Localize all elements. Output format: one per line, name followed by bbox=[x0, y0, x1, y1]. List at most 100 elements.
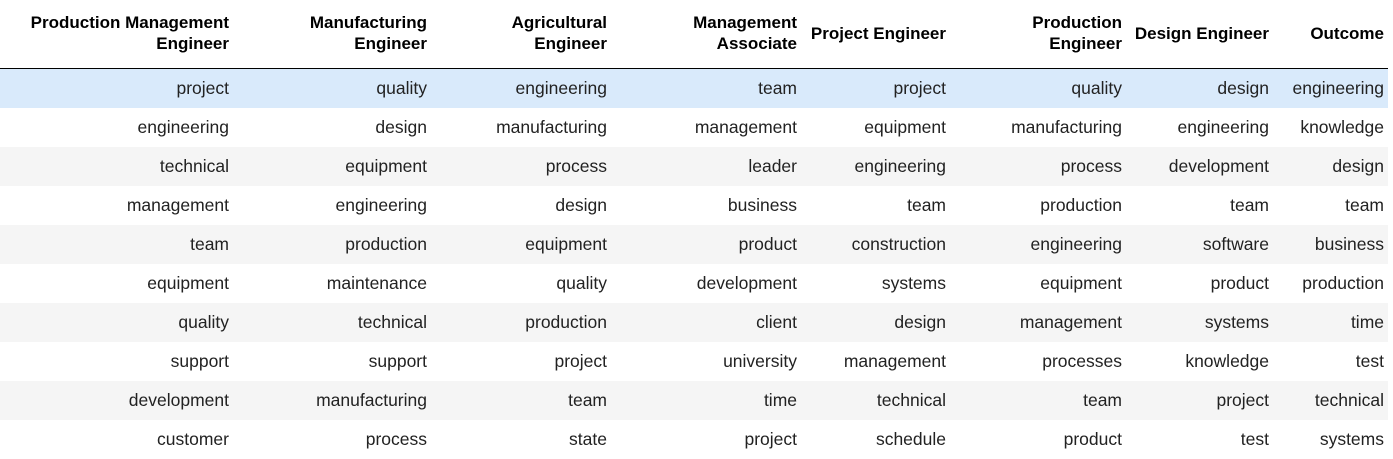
table-cell: process bbox=[954, 147, 1130, 186]
table-cell: time bbox=[1277, 303, 1388, 342]
table-cell: quality bbox=[0, 303, 237, 342]
table-cell: project bbox=[1130, 381, 1277, 420]
table-cell: equipment bbox=[237, 147, 435, 186]
table-cell: management bbox=[805, 342, 954, 381]
table-cell: university bbox=[615, 342, 805, 381]
table-cell: support bbox=[0, 342, 237, 381]
table-cell: project bbox=[615, 420, 805, 459]
table-cell: business bbox=[615, 186, 805, 225]
table-cell: equipment bbox=[435, 225, 615, 264]
table-cell: engineering bbox=[1130, 108, 1277, 147]
column-header-management-associate[interactable]: Management Associate bbox=[615, 0, 805, 69]
table-cell: construction bbox=[805, 225, 954, 264]
table-cell: project bbox=[0, 69, 237, 109]
table-cell: product bbox=[615, 225, 805, 264]
table-cell: team bbox=[954, 381, 1130, 420]
table-cell: technical bbox=[1277, 381, 1388, 420]
table-cell: equipment bbox=[0, 264, 237, 303]
table-cell: manufacturing bbox=[237, 381, 435, 420]
table-cell: process bbox=[435, 147, 615, 186]
header-row: Production Management Engineer Manufactu… bbox=[0, 0, 1388, 69]
table-cell: test bbox=[1277, 342, 1388, 381]
table-cell: customer bbox=[0, 420, 237, 459]
table-cell: team bbox=[0, 225, 237, 264]
table-cell: maintenance bbox=[237, 264, 435, 303]
column-header-agricultural-engineer[interactable]: Agricultural Engineer bbox=[435, 0, 615, 69]
column-header-design-engineer[interactable]: Design Engineer bbox=[1130, 0, 1277, 69]
table-cell: design bbox=[435, 186, 615, 225]
table-cell: manufacturing bbox=[435, 108, 615, 147]
table-cell: processes bbox=[954, 342, 1130, 381]
table-cell: equipment bbox=[954, 264, 1130, 303]
table-cell: management bbox=[954, 303, 1130, 342]
table-cell: quality bbox=[435, 264, 615, 303]
table-cell: schedule bbox=[805, 420, 954, 459]
table-cell: leader bbox=[615, 147, 805, 186]
table-cell: development bbox=[615, 264, 805, 303]
table-cell: software bbox=[1130, 225, 1277, 264]
column-header-project-engineer[interactable]: Project Engineer bbox=[805, 0, 954, 69]
table-cell: support bbox=[237, 342, 435, 381]
table-cell: equipment bbox=[805, 108, 954, 147]
table-header: Production Management Engineer Manufactu… bbox=[0, 0, 1388, 69]
table-cell: engineering bbox=[435, 69, 615, 109]
table-cell: project bbox=[805, 69, 954, 109]
column-header-production-management-engineer[interactable]: Production Management Engineer bbox=[0, 0, 237, 69]
table-cell: project bbox=[435, 342, 615, 381]
table-cell: engineering bbox=[0, 108, 237, 147]
table-cell: team bbox=[435, 381, 615, 420]
table-cell: development bbox=[1130, 147, 1277, 186]
table-cell: management bbox=[615, 108, 805, 147]
table-cell: time bbox=[615, 381, 805, 420]
table-cell: product bbox=[954, 420, 1130, 459]
table-cell: technical bbox=[0, 147, 237, 186]
table-cell: knowledge bbox=[1277, 108, 1388, 147]
table-cell: design bbox=[237, 108, 435, 147]
table-cell: development bbox=[0, 381, 237, 420]
table-cell: technical bbox=[237, 303, 435, 342]
table-cell: manufacturing bbox=[954, 108, 1130, 147]
table-cell: team bbox=[1277, 186, 1388, 225]
column-header-production-engineer[interactable]: Production Engineer bbox=[954, 0, 1130, 69]
table-cell: production bbox=[237, 225, 435, 264]
table-cell: production bbox=[1277, 264, 1388, 303]
table-cell: production bbox=[435, 303, 615, 342]
table-cell: management bbox=[0, 186, 237, 225]
table-cell: test bbox=[1130, 420, 1277, 459]
table-cell: quality bbox=[237, 69, 435, 109]
table-cell: systems bbox=[805, 264, 954, 303]
table-cell: client bbox=[615, 303, 805, 342]
table-cell: team bbox=[805, 186, 954, 225]
table-cell: engineering bbox=[954, 225, 1130, 264]
column-header-outcome[interactable]: Outcome bbox=[1277, 0, 1388, 69]
table-cell: quality bbox=[954, 69, 1130, 109]
table-cell: systems bbox=[1277, 420, 1388, 459]
table-cell: systems bbox=[1130, 303, 1277, 342]
table-cell: team bbox=[1130, 186, 1277, 225]
column-header-manufacturing-engineer[interactable]: Manufacturing Engineer bbox=[237, 0, 435, 69]
table-cell: business bbox=[1277, 225, 1388, 264]
table-cell: engineering bbox=[237, 186, 435, 225]
table-cell: engineering bbox=[805, 147, 954, 186]
table-cell: design bbox=[805, 303, 954, 342]
table-cell: state bbox=[435, 420, 615, 459]
table-cell: design bbox=[1277, 147, 1388, 186]
table-cell: design bbox=[1130, 69, 1277, 109]
table-cell: engineering bbox=[1277, 69, 1388, 109]
table-cell: production bbox=[954, 186, 1130, 225]
table-cell: knowledge bbox=[1130, 342, 1277, 381]
table-cell: process bbox=[237, 420, 435, 459]
table-cell: technical bbox=[805, 381, 954, 420]
